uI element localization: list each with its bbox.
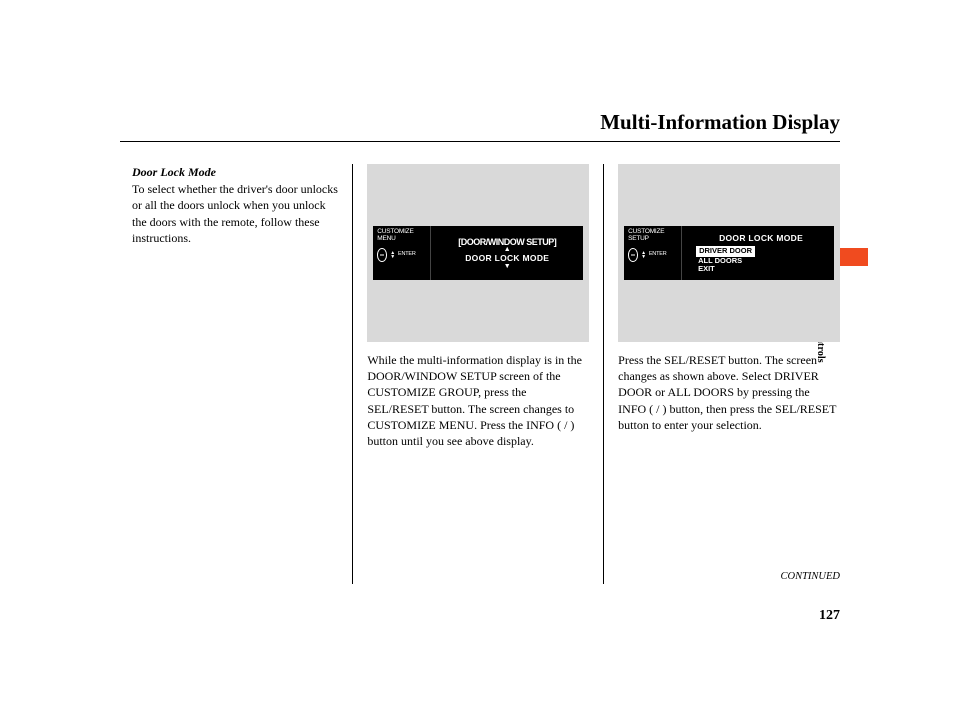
section-subhead: Door Lock Mode [132,164,338,180]
lcd-left-panel: CUSTOMIZE MENU ▲▼ ENTER [373,226,431,280]
lcd-left-label-2: SETUP [628,236,679,243]
continued-label: CONTINUED [780,571,840,582]
column-3-text: Press the SEL/RESET button. The screen c… [618,352,840,433]
enter-control-icon: ▲▼ ENTER [628,248,679,262]
lcd-left-panel: CUSTOMIZE SETUP ▲▼ ENTER [624,226,682,280]
enter-label: ENTER [649,252,667,258]
down-arrow-icon: ▼ [504,265,511,270]
sel-reset-icon [377,248,387,262]
manual-page: Multi-Information Display Door Lock Mode… [120,110,840,630]
intro-text: To select whether the driver's door unlo… [132,181,338,246]
column-1: Door Lock Mode To select whether the dri… [120,164,352,584]
screen-illustration-2: CUSTOMIZE SETUP ▲▼ ENTER DOOR LOCK MODE … [618,164,840,342]
up-down-arrows-icon: ▲▼ [390,251,395,259]
page-title: Multi-Information Display [120,110,840,142]
column-2: CUSTOMIZE MENU ▲▼ ENTER [DOOR/WINDOW SET… [352,164,603,584]
column-3: CUSTOMIZE SETUP ▲▼ ENTER DOOR LOCK MODE … [603,164,840,584]
screen-illustration-1: CUSTOMIZE MENU ▲▼ ENTER [DOOR/WINDOW SET… [367,164,589,342]
column-2-text: While the multi-information display is i… [367,352,589,449]
sel-reset-icon [628,248,638,262]
page-number: 127 [819,608,840,624]
enter-label: ENTER [398,252,416,258]
content-columns: Door Lock Mode To select whether the dri… [120,164,840,584]
lcd-right-panel: [DOOR/WINDOW SETUP] ▲ DOOR LOCK MODE ▼ [431,226,583,280]
lcd-display-1: CUSTOMIZE MENU ▲▼ ENTER [DOOR/WINDOW SET… [373,226,583,280]
lcd-left-label-2: MENU [377,236,428,243]
option-list: DRIVER DOOR ALL DOORS EXIT [692,246,755,273]
lcd-right-panel: DOOR LOCK MODE DRIVER DOOR ALL DOORS EXI… [682,226,834,280]
option-exit: EXIT [696,265,717,273]
enter-control-icon: ▲▼ ENTER [377,248,428,262]
lcd-mode-title: DOOR LOCK MODE [719,233,803,244]
up-down-arrows-icon: ▲▼ [641,251,646,259]
lcd-display-2: CUSTOMIZE SETUP ▲▼ ENTER DOOR LOCK MODE … [624,226,834,280]
